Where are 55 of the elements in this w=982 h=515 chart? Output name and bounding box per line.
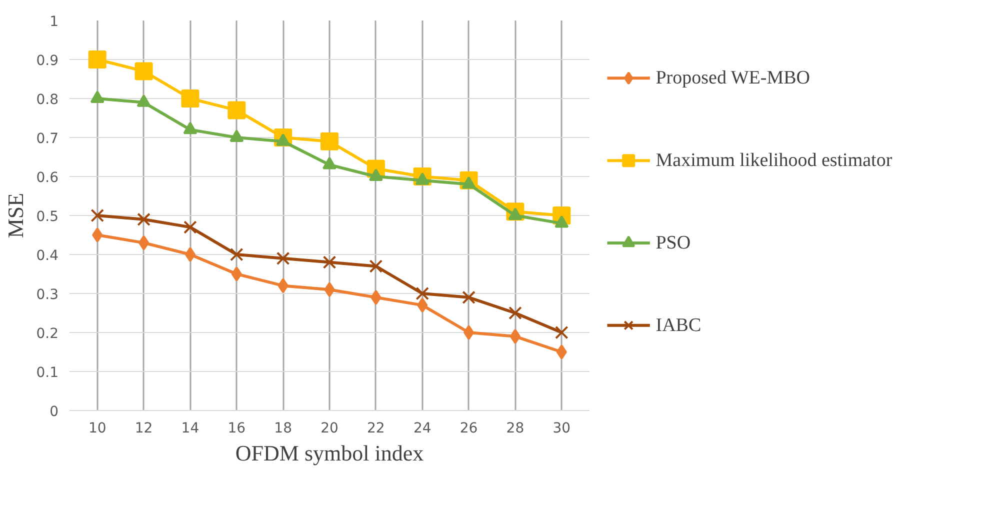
- point: [370, 290, 382, 305]
- legend-label: Proposed WE-MBO: [656, 68, 810, 89]
- point: [324, 282, 335, 298]
- y-tick-label: 0.3: [36, 287, 58, 303]
- point: [462, 290, 476, 304]
- y-tick-label: 0.7: [36, 131, 58, 147]
- x-tick-label: 26: [460, 420, 478, 436]
- x-tick-label: 16: [228, 420, 246, 436]
- point: [92, 228, 103, 242]
- point: [508, 306, 522, 320]
- x-tick-label: 18: [274, 420, 292, 436]
- point: [276, 252, 290, 266]
- x-tick-label: 14: [181, 420, 200, 436]
- point: [88, 50, 106, 68]
- x-tick-label: 12: [134, 420, 153, 436]
- x-axis-title: OFDM symbol index: [235, 440, 424, 466]
- point: [137, 212, 150, 226]
- y-tick-label: 0.5: [36, 209, 58, 225]
- point: [228, 101, 246, 120]
- legend-label: Maximum likelihood estimator: [656, 150, 893, 172]
- point: [134, 62, 153, 80]
- point: [322, 256, 336, 269]
- x-tick-label: 20: [320, 420, 338, 436]
- y-tick-label: 0.8: [36, 92, 58, 108]
- x-tick-label: 22: [367, 420, 385, 436]
- point: [417, 298, 428, 313]
- y-axis-title: MSE: [3, 192, 28, 238]
- point: [556, 344, 567, 360]
- y-tick-label: 0: [50, 404, 59, 420]
- y-tick-label: 1: [50, 14, 59, 30]
- point: [510, 328, 521, 344]
- point: [320, 132, 338, 150]
- x-tick-label: 28: [506, 420, 524, 436]
- point: [278, 278, 288, 294]
- y-tick-label: 0.6: [36, 170, 59, 186]
- x-tick-label: 24: [413, 420, 432, 436]
- x-tick-label: 10: [88, 420, 106, 436]
- point: [463, 325, 474, 340]
- legend-label: IABC: [656, 314, 702, 336]
- point: [369, 260, 383, 273]
- point: [416, 286, 430, 300]
- point: [90, 208, 104, 222]
- y-tick-label: 0.2: [36, 326, 58, 342]
- y-tick-label: 0.4: [36, 248, 59, 264]
- point: [184, 247, 196, 262]
- point: [181, 90, 200, 108]
- point: [230, 248, 244, 262]
- x-tick-label: 30: [552, 420, 571, 436]
- point: [554, 326, 568, 340]
- point: [184, 220, 197, 234]
- legend-label: PSO: [656, 232, 691, 254]
- y-tick-label: 0.1: [36, 365, 58, 381]
- point: [231, 266, 242, 282]
- y-tick-label: 0.9: [36, 53, 58, 69]
- point: [138, 235, 150, 250]
